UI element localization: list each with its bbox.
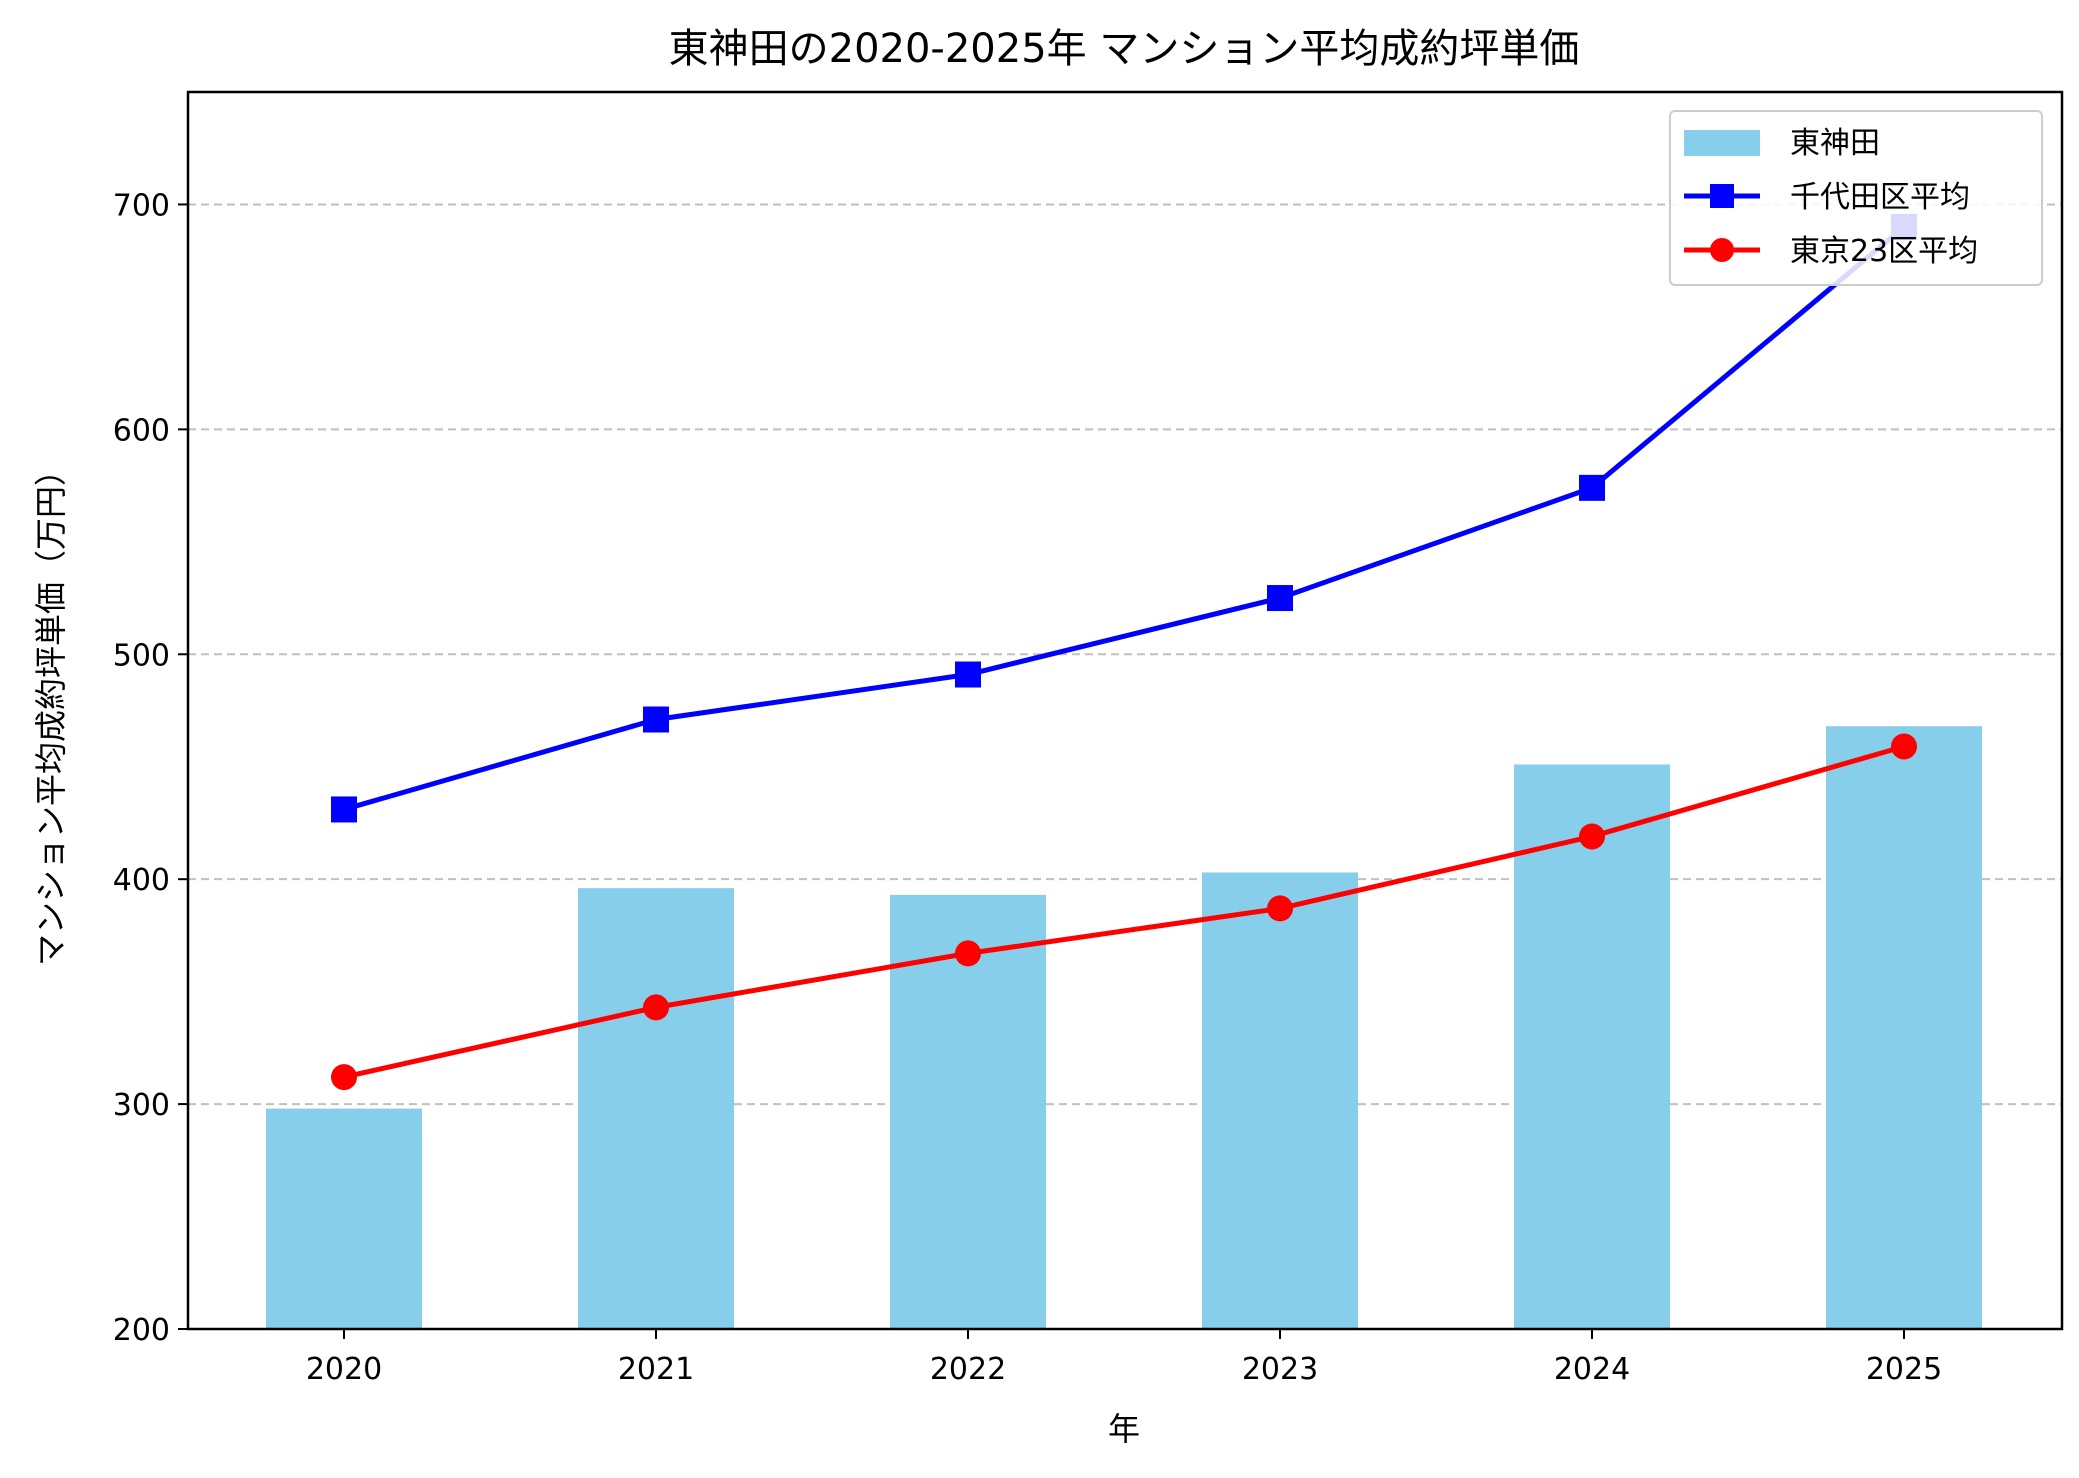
x-tick-label: 2025 [1866, 1352, 1942, 1387]
legend-label: 東神田 [1790, 126, 1880, 161]
marker-square [331, 796, 357, 823]
y-tick-label: 300 [113, 1088, 170, 1123]
legend-frame [1669, 110, 2043, 286]
marker-square [643, 706, 669, 733]
marker-circle [643, 994, 669, 1021]
marker-square [1267, 585, 1293, 612]
bar [266, 1108, 422, 1329]
series-line [343, 744, 1905, 1080]
y-tick-label: 600 [113, 413, 170, 448]
x-tick-label: 2022 [930, 1352, 1006, 1387]
marker-circle [955, 940, 981, 967]
marker-circle [331, 1064, 357, 1091]
legend-marker-circle [1710, 238, 1734, 262]
bar [1826, 726, 1982, 1329]
legend-swatch-bar [1684, 130, 1760, 156]
plot-frame [186, 90, 2064, 1331]
legend-label: 東京23区平均 [1790, 234, 1978, 269]
x-tick-label: 2020 [306, 1352, 382, 1387]
marker-circle [1579, 823, 1605, 850]
bar [578, 888, 734, 1329]
y-tick-label: 400 [113, 863, 170, 898]
y-tick-label: 500 [113, 638, 170, 673]
y-tick-label: 200 [113, 1313, 170, 1348]
marker-circle [1267, 895, 1293, 922]
bar [890, 894, 1046, 1329]
marker-square [955, 661, 981, 688]
legend-marker-square [1710, 184, 1734, 208]
x-tick-label: 2021 [618, 1352, 694, 1387]
bar [1514, 764, 1670, 1329]
bar [1202, 872, 1358, 1329]
x-tick-label: 2023 [1242, 1352, 1318, 1387]
marker-circle [1891, 733, 1917, 760]
chart-title: 東神田の2020-2025年 マンション平均成約坪単価 [669, 26, 1580, 72]
marker-square [1579, 474, 1605, 501]
x-tick-label: 2024 [1554, 1352, 1630, 1387]
y-tick-label: 700 [113, 188, 170, 223]
legend-label: 千代田区平均 [1790, 180, 1970, 215]
x-axis-label: 年 [1108, 1410, 1140, 1448]
y-axis-label: マンション平均成約坪単価（万円） [32, 454, 70, 966]
series-line [343, 225, 1906, 812]
